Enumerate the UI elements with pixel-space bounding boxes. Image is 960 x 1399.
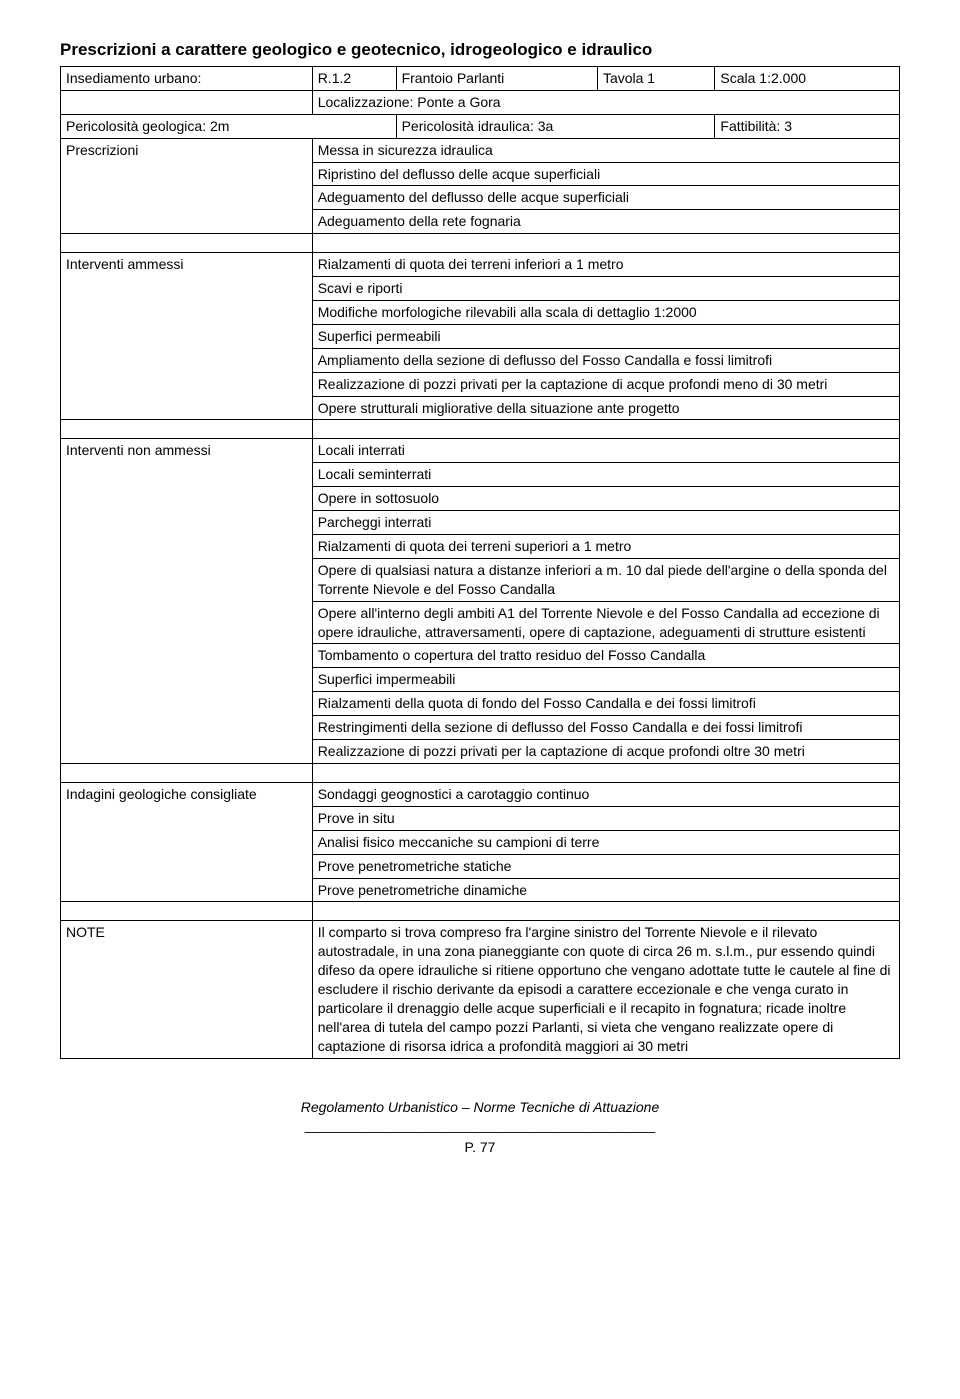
list-item: Adeguamento della rete fognaria	[313, 209, 899, 233]
row-note: NOTE Il comparto si trova compreso fra l…	[61, 921, 900, 1058]
list-item: Opere di qualsiasi natura a distanze inf…	[313, 558, 899, 601]
indagini-list: Sondaggi geognostici a carotaggio contin…	[313, 783, 899, 901]
list-item: Prove penetrometriche statiche	[313, 854, 899, 878]
list-item: Prove penetrometriche dinamiche	[313, 878, 899, 902]
list-item: Realizzazione di pozzi privati per la ca…	[313, 372, 899, 396]
list-item: Realizzazione di pozzi privati per la ca…	[313, 739, 899, 763]
prescrizioni-label: Prescrizioni	[61, 138, 313, 234]
list-item: Parcheggi interrati	[313, 510, 899, 534]
list-item: Superfici impermeabili	[313, 667, 899, 691]
list-item: Rialzamenti della quota di fondo del Fos…	[313, 691, 899, 715]
localizzazione: Localizzazione: Ponte a Gora	[312, 90, 899, 114]
list-item: Opere all'interno degli ambiti A1 del To…	[313, 601, 899, 644]
interventi-non-ammessi-label: Interventi non ammessi	[61, 439, 313, 763]
spacer-row	[61, 902, 900, 921]
row-pericolosita: Pericolosità geologica: 2m Pericolosità …	[61, 114, 900, 138]
list-item: Opere in sottosuolo	[313, 486, 899, 510]
pericolosita-idra: Pericolosità idraulica: 3a	[396, 114, 715, 138]
row-interventi-ammessi: Interventi ammessi Rialzamenti di quota …	[61, 253, 900, 420]
list-item: Locali interrati	[313, 439, 899, 462]
row-insediamento: Insediamento urbano: R.1.2 Frantoio Parl…	[61, 67, 900, 91]
footer-separator: ________________________________________…	[60, 1117, 900, 1133]
spacer-row	[61, 420, 900, 439]
list-item: Sondaggi geognostici a carotaggio contin…	[313, 783, 899, 806]
list-item: Tombamento o copertura del tratto residu…	[313, 643, 899, 667]
page-footer: Regolamento Urbanistico – Norme Tecniche…	[60, 1099, 900, 1155]
note-text: Il comparto si trova compreso fra l'argi…	[312, 921, 899, 1058]
list-item: Messa in sicurezza idraulica	[313, 139, 899, 162]
list-item: Superfici permeabili	[313, 324, 899, 348]
list-item: Adeguamento del deflusso delle acque sup…	[313, 185, 899, 209]
fattibilita: Fattibilità: 3	[715, 114, 900, 138]
spacer-row	[61, 763, 900, 782]
list-item: Prove in situ	[313, 806, 899, 830]
note-label: NOTE	[61, 921, 313, 1058]
row-interventi-non-ammessi: Interventi non ammessi Locali interrati …	[61, 439, 900, 763]
footer-title: Regolamento Urbanistico – Norme Tecniche…	[60, 1099, 900, 1115]
list-item: Scavi e riporti	[313, 276, 899, 300]
pericolosita-geo: Pericolosità geologica: 2m	[61, 114, 397, 138]
insediamento-code: R.1.2	[312, 67, 396, 91]
footer-page-number: P. 77	[60, 1139, 900, 1155]
insediamento-label: Insediamento urbano:	[61, 67, 313, 91]
insediamento-name: Frantoio Parlanti	[396, 67, 597, 91]
list-item: Restringimenti della sezione di deflusso…	[313, 715, 899, 739]
insediamento-tavola: Tavola 1	[597, 67, 714, 91]
insediamento-scala: Scala 1:2.000	[715, 67, 900, 91]
list-item: Modifiche morfologiche rilevabili alla s…	[313, 300, 899, 324]
list-item: Analisi fisico meccaniche su campioni di…	[313, 830, 899, 854]
row-indagini: Indagini geologiche consigliate Sondaggi…	[61, 782, 900, 901]
interventi-ammessi-list: Rialzamenti di quota dei terreni inferio…	[313, 253, 899, 419]
row-prescrizioni: Prescrizioni Messa in sicurezza idraulic…	[61, 138, 900, 234]
list-item: Rialzamenti di quota dei terreni inferio…	[313, 253, 899, 276]
list-item: Ampliamento della sezione di deflusso de…	[313, 348, 899, 372]
list-item: Rialzamenti di quota dei terreni superio…	[313, 534, 899, 558]
main-table: Insediamento urbano: R.1.2 Frantoio Parl…	[60, 66, 900, 1059]
list-item: Opere strutturali migliorative della sit…	[313, 396, 899, 420]
row-localizzazione: Localizzazione: Ponte a Gora	[61, 90, 900, 114]
list-item: Locali seminterrati	[313, 462, 899, 486]
spacer-row	[61, 234, 900, 253]
prescrizioni-list: Messa in sicurezza idraulica Ripristino …	[313, 139, 899, 234]
list-item: Ripristino del deflusso delle acque supe…	[313, 162, 899, 186]
indagini-label: Indagini geologiche consigliate	[61, 782, 313, 901]
interventi-ammessi-label: Interventi ammessi	[61, 253, 313, 420]
interventi-non-ammessi-list: Locali interrati Locali seminterrati Ope…	[313, 439, 899, 762]
section-title: Prescrizioni a carattere geologico e geo…	[60, 40, 900, 60]
